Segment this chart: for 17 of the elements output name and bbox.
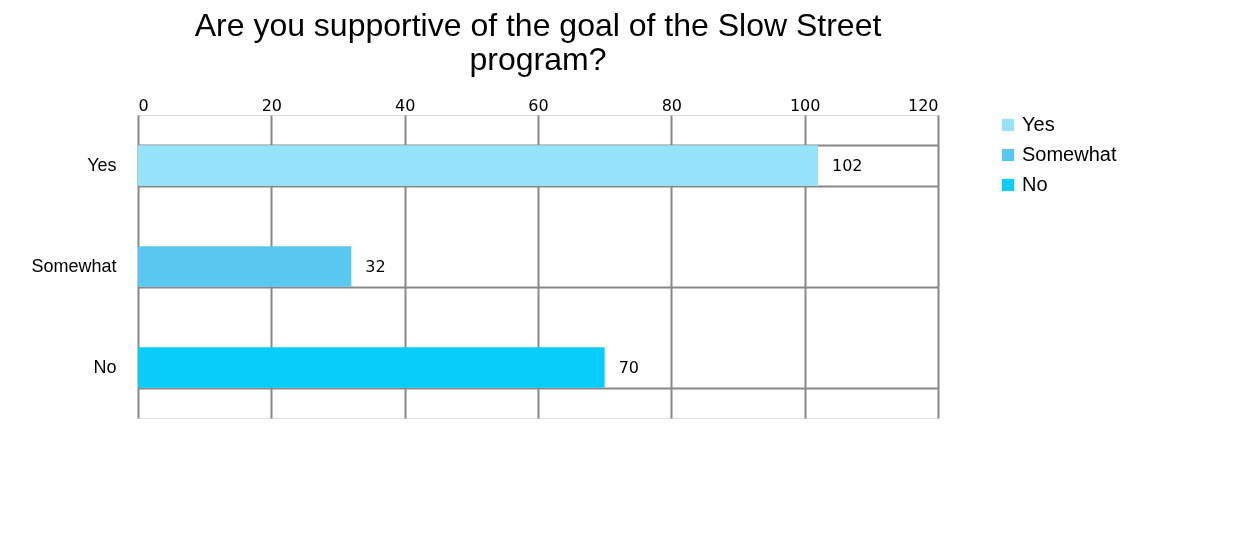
x-tick-label: 20: [261, 95, 283, 115]
legend-label: Somewhat: [1022, 143, 1117, 165]
x-tick-label: 0: [138, 95, 149, 115]
data-label: 32: [365, 256, 386, 276]
chart-title: Are you supportive of the goal of the Slow Street program?: [194, 7, 882, 77]
data-label: 102: [832, 155, 863, 175]
x-tick-label: 120: [907, 95, 939, 115]
y-tick-label: Somewhat: [31, 256, 117, 276]
data-label: 70: [618, 357, 640, 377]
y-tick-label: Yes: [87, 155, 117, 175]
x-tick-label: 80: [661, 95, 683, 115]
x-tick-label: 100: [789, 95, 821, 115]
legend-label: Yes: [1022, 113, 1055, 135]
y-tick-label: No: [93, 357, 117, 377]
x-tick-label: 40: [394, 95, 416, 115]
legend-label: No: [1022, 173, 1048, 195]
x-tick-label: 60: [528, 95, 549, 115]
